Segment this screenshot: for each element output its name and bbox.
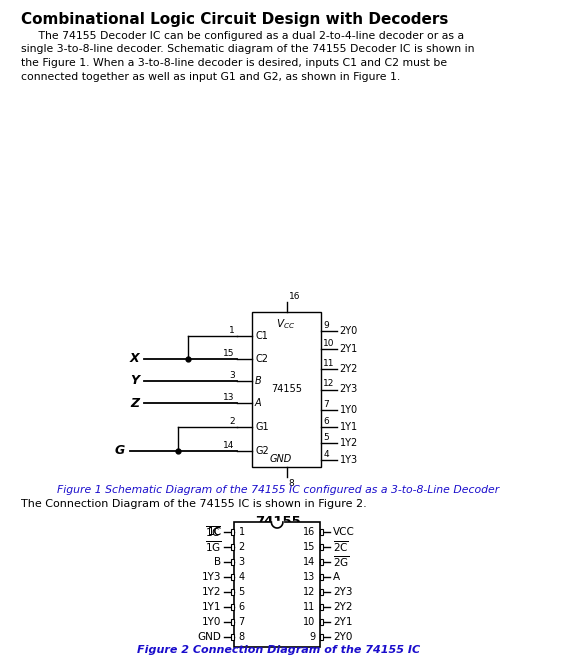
Text: 1Y3: 1Y3 — [340, 455, 358, 465]
Text: 4: 4 — [323, 450, 329, 459]
Text: 2Y2: 2Y2 — [340, 364, 358, 374]
Text: 1C: 1C — [207, 527, 221, 537]
Text: 8: 8 — [239, 632, 245, 642]
Text: connected together as well as input G1 and G2, as shown in Figure 1.: connected together as well as input G1 a… — [21, 71, 401, 81]
Text: 8: 8 — [289, 479, 295, 488]
Text: 10: 10 — [303, 617, 316, 627]
Text: Combinational Logic Circuit Design with Decoders: Combinational Logic Circuit Design with … — [21, 12, 449, 27]
Text: 9: 9 — [323, 321, 329, 329]
Text: 7: 7 — [239, 617, 245, 627]
Bar — [231, 604, 234, 610]
Text: 1Y3: 1Y3 — [202, 572, 221, 582]
Text: B: B — [255, 376, 262, 386]
Text: 3: 3 — [229, 371, 235, 380]
Bar — [231, 574, 234, 580]
Text: 1Y2: 1Y2 — [202, 587, 221, 597]
Bar — [231, 559, 234, 565]
Text: 14: 14 — [303, 557, 316, 567]
Text: 1Y2: 1Y2 — [340, 438, 358, 448]
Text: 14: 14 — [223, 441, 235, 450]
Text: 2Y3: 2Y3 — [333, 587, 353, 597]
Text: the Figure 1. When a 3-to-8-line decoder is desired, inputs C1 and C2 must be: the Figure 1. When a 3-to-8-line decoder… — [21, 58, 448, 68]
Bar — [320, 529, 323, 535]
Bar — [231, 589, 234, 595]
Text: 12: 12 — [323, 380, 335, 388]
Text: VCC: VCC — [333, 527, 355, 537]
Text: 12: 12 — [303, 587, 316, 597]
Text: G2: G2 — [255, 446, 269, 456]
Text: 16: 16 — [303, 527, 316, 537]
Text: 13: 13 — [223, 394, 235, 402]
Text: 15: 15 — [303, 542, 316, 552]
Text: A: A — [255, 398, 262, 408]
Text: 5: 5 — [323, 433, 329, 442]
Text: A: A — [333, 572, 340, 582]
Text: The 74155 Decoder IC can be configured as a dual 2-to-4-line decoder or as a: The 74155 Decoder IC can be configured a… — [21, 31, 464, 41]
Text: 1C: 1C — [207, 527, 221, 537]
Bar — [231, 544, 234, 550]
Text: 2: 2 — [239, 542, 245, 552]
Text: X: X — [130, 352, 140, 365]
Text: C2: C2 — [255, 354, 268, 364]
Text: 9: 9 — [310, 632, 316, 642]
Text: $\mathregular{\overline{1C}}$: $\mathregular{\overline{1C}}$ — [206, 525, 221, 540]
Text: $\mathregular{\overline{2C}}$: $\mathregular{\overline{2C}}$ — [333, 540, 349, 554]
Text: 1: 1 — [229, 326, 235, 335]
Text: 74155: 74155 — [255, 515, 301, 528]
Text: Figure 1 Schematic Diagram of the 74155 IC configured as a 3-to-8-Line Decoder: Figure 1 Schematic Diagram of the 74155 … — [57, 485, 499, 495]
Text: GND: GND — [269, 454, 292, 464]
Text: 5: 5 — [239, 587, 245, 597]
Text: 2Y0: 2Y0 — [340, 325, 358, 336]
Text: The Connection Diagram of the 74155 IC is shown in Figure 2.: The Connection Diagram of the 74155 IC i… — [21, 499, 367, 509]
Text: 6: 6 — [323, 418, 329, 426]
Bar — [320, 619, 323, 625]
Text: 1Y1: 1Y1 — [202, 602, 221, 612]
Text: 3: 3 — [239, 557, 245, 567]
Text: $V_{CC}$: $V_{CC}$ — [276, 317, 295, 331]
Bar — [320, 544, 323, 550]
Text: Y: Y — [130, 374, 140, 388]
Text: 10: 10 — [323, 340, 335, 348]
Text: Z: Z — [130, 397, 140, 410]
Text: G1: G1 — [255, 422, 269, 432]
Text: 4: 4 — [239, 572, 245, 582]
Text: 11: 11 — [303, 602, 316, 612]
Text: 74155: 74155 — [272, 384, 302, 394]
Text: C1: C1 — [255, 331, 268, 341]
Text: B: B — [214, 557, 221, 567]
Bar — [320, 589, 323, 595]
Bar — [320, 604, 323, 610]
Bar — [320, 574, 323, 580]
Text: 2Y2: 2Y2 — [333, 602, 353, 612]
Text: $\mathregular{\overline{1G}}$: $\mathregular{\overline{1G}}$ — [205, 540, 221, 554]
Text: 2Y3: 2Y3 — [340, 384, 358, 394]
Text: 16: 16 — [289, 292, 300, 301]
Bar — [320, 634, 323, 640]
Bar — [252, 312, 321, 467]
Text: GND: GND — [197, 632, 221, 642]
Text: 7: 7 — [323, 400, 329, 409]
Text: $\mathregular{\overline{2G}}$: $\mathregular{\overline{2G}}$ — [333, 555, 350, 570]
Bar — [231, 529, 234, 535]
Text: 13: 13 — [303, 572, 316, 582]
Text: 1: 1 — [239, 527, 245, 537]
Text: 1Y1: 1Y1 — [340, 422, 358, 432]
Text: single 3-to-8-line decoder. Schematic diagram of the 74155 Decoder IC is shown i: single 3-to-8-line decoder. Schematic di… — [21, 45, 475, 55]
Text: 2Y0: 2Y0 — [333, 632, 353, 642]
Text: 2: 2 — [229, 418, 235, 426]
Text: 2Y1: 2Y1 — [340, 344, 358, 354]
Text: 11: 11 — [323, 360, 335, 368]
Text: G: G — [115, 444, 125, 457]
Text: 6: 6 — [239, 602, 245, 612]
Text: 15: 15 — [223, 348, 235, 358]
Text: 1Y0: 1Y0 — [202, 617, 221, 627]
Bar — [234, 522, 320, 647]
Bar — [231, 619, 234, 625]
Text: 1Y0: 1Y0 — [340, 405, 358, 415]
Text: Figure 2 Connection Diagram of the 74155 IC: Figure 2 Connection Diagram of the 74155… — [137, 645, 420, 655]
Bar — [320, 559, 323, 565]
Text: 2Y1: 2Y1 — [333, 617, 353, 627]
Bar — [231, 634, 234, 640]
